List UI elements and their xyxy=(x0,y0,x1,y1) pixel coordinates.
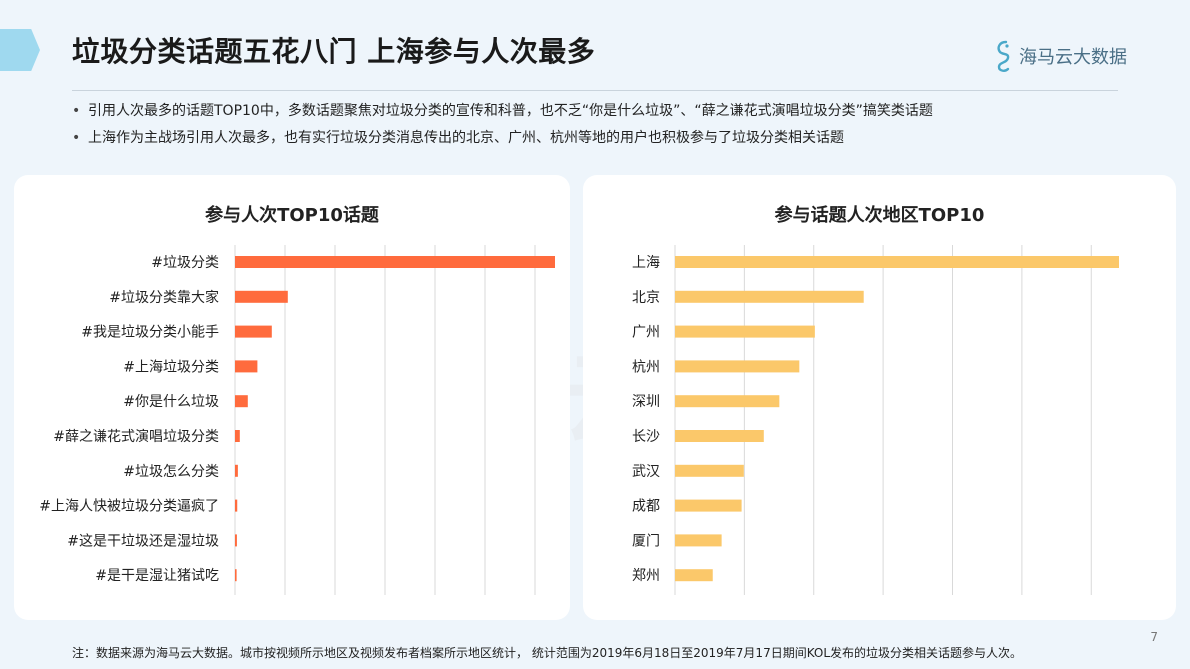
bar xyxy=(675,534,722,547)
category-label: 厦门 xyxy=(632,533,660,549)
bar xyxy=(235,395,248,408)
region-chart-panel: 参与话题人次地区TOP10 上海北京广州杭州深圳长沙武汉成都厦门郑州 xyxy=(583,175,1176,620)
bar xyxy=(675,395,780,408)
header-accent-tab xyxy=(0,29,40,71)
chart-title-regions: 参与话题人次地区TOP10 xyxy=(774,205,985,226)
category-label: 成都 xyxy=(632,499,660,515)
logo-text: 海马云大数据 xyxy=(1019,47,1127,68)
title-divider xyxy=(72,90,1118,91)
bar xyxy=(235,256,555,268)
bullet-dot-icon: • xyxy=(72,130,81,146)
category-label: #这是干垃圾还是湿垃圾 xyxy=(67,532,219,549)
category-label: 上海 xyxy=(632,255,660,271)
bar xyxy=(235,569,237,582)
category-label: #上海人快被垃圾分类逼疯了 xyxy=(39,499,219,515)
bar xyxy=(235,464,238,477)
bullet-text: 上海作为主战场引用人次最多，也有实行垃圾分类消息传出的北京、广州、杭州等地的用户… xyxy=(88,130,844,146)
category-label: #我是垃圾分类小能手 xyxy=(81,325,219,341)
category-label: #上海垃圾分类 xyxy=(123,359,219,375)
category-label: 长沙 xyxy=(632,429,660,445)
bullet-item: • 上海作为主战场引用人次最多，也有实行垃圾分类消息传出的北京、广州、杭州等地的用… xyxy=(72,125,933,152)
seahorse-logo-icon xyxy=(997,40,1010,72)
category-label: #你是什么垃圾 xyxy=(123,394,219,410)
topic-bar-chart: #垃圾分类 #垃圾分类靠大家 #我是垃圾分类小能手 #上海垃圾分类 #你是什么垃圾 #薛之… xyxy=(39,245,555,595)
bar xyxy=(235,534,237,547)
bar xyxy=(235,430,240,442)
bar xyxy=(675,499,742,512)
category-label: 深圳 xyxy=(632,394,660,410)
bar xyxy=(675,464,744,477)
category-label: #垃圾分类靠大家 xyxy=(109,289,219,306)
category-label: #是干是湿让猪试吃 xyxy=(95,568,219,584)
category-label: #薛之谦花式演唱垃圾分类 xyxy=(53,429,219,445)
category-label: 北京 xyxy=(632,290,660,306)
summary-bullets: • 引用人次最多的话题TOP10中，多数话题聚焦对垃圾分类的宣传和科普，也不乏“你… xyxy=(72,98,933,152)
category-label: 郑州 xyxy=(632,568,660,584)
bar xyxy=(675,360,800,373)
bar xyxy=(675,256,1119,268)
bullet-text: 引用人次最多的话题TOP10中，多数话题聚焦对垃圾分类的宣传和科普，也不乏“你是… xyxy=(88,103,933,119)
footnote: 注：数据来源为海马云大数据。城市按视频所示地区及视频发布者档案所示地区统计， 统… xyxy=(72,646,1023,660)
category-label: 广州 xyxy=(632,325,660,341)
bar xyxy=(675,430,764,442)
bar xyxy=(235,360,258,373)
bar xyxy=(235,325,272,338)
bar xyxy=(675,325,815,338)
bullet-item: • 引用人次最多的话题TOP10中，多数话题聚焦对垃圾分类的宣传和科普，也不乏“你… xyxy=(72,98,933,125)
bullet-dot-icon: • xyxy=(72,103,81,119)
category-label: 杭州 xyxy=(632,359,660,375)
page-number: 7 xyxy=(1150,630,1158,644)
brand-logo: 海马云大数据 xyxy=(993,38,1127,74)
bar xyxy=(235,290,288,303)
bar xyxy=(235,499,238,512)
category-label: 武汉 xyxy=(632,464,660,480)
bar xyxy=(675,290,864,303)
category-label: #垃圾怎么分类 xyxy=(123,464,219,480)
category-label: #垃圾分类 xyxy=(151,255,219,271)
bar xyxy=(675,569,713,582)
chart-title-topics: 参与人次TOP10话题 xyxy=(205,205,379,226)
page-title: 垃圾分类话题五花八门 上海参与人次最多 xyxy=(72,35,596,68)
topic-chart-panel: 参与人次TOP10话题 #垃圾分类 #垃圾分类靠大家 #我是垃圾分类小能手 #上海垃圾… xyxy=(14,175,570,620)
